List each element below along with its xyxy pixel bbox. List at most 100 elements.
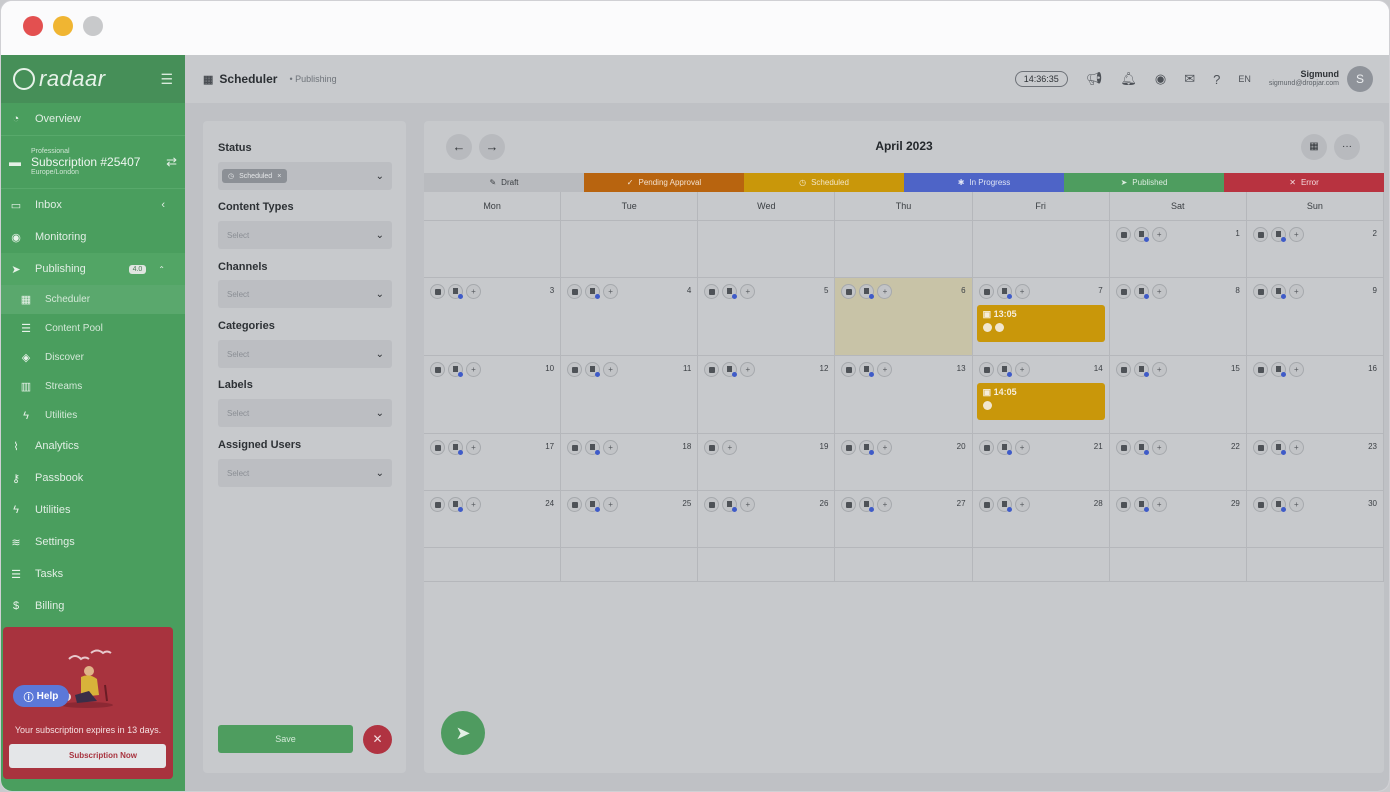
scheduled-post[interactable]: ▣ 13:05 <box>976 305 1105 342</box>
eye-icon[interactable]: ◉ <box>1154 71 1167 86</box>
channels-select[interactable]: Select ⌄ <box>218 280 392 308</box>
flag-icon[interactable] <box>585 497 601 512</box>
sidebar-item-settings[interactable]: ≋ Settings <box>1 526 185 558</box>
copy-posts-icon[interactable] <box>704 440 720 455</box>
day-cell[interactable]: +1 <box>1110 221 1247 277</box>
day-cell[interactable]: +6 <box>835 278 973 355</box>
day-cell[interactable]: +14 ▣ 14:05 <box>973 356 1110 433</box>
add-post-icon[interactable]: + <box>466 440 481 455</box>
add-post-icon[interactable]: + <box>1288 497 1304 512</box>
legend-error[interactable]: ✕ Error <box>1224 173 1384 192</box>
legend-scheduled[interactable]: ◷ Scheduled <box>744 173 904 192</box>
copy-posts-icon[interactable] <box>1115 284 1131 299</box>
bell-icon[interactable]: 🔔︎ <box>1120 71 1137 86</box>
day-cell[interactable]: +29 <box>1110 491 1247 547</box>
flag-icon[interactable] <box>996 440 1012 455</box>
copy-posts-icon[interactable] <box>704 497 720 512</box>
help-button[interactable]: ⓘ Help <box>13 685 69 707</box>
copy-posts-icon[interactable] <box>567 362 583 377</box>
megaphone-icon[interactable]: 📢︎ <box>1085 71 1103 86</box>
prev-month-button[interactable]: ← <box>446 134 472 160</box>
add-post-icon[interactable]: + <box>603 362 619 377</box>
day-cell[interactable]: +2 <box>1247 221 1384 277</box>
flag-icon[interactable] <box>1133 362 1149 377</box>
save-button[interactable]: Save <box>218 725 353 753</box>
next-month-button[interactable]: → <box>479 134 505 160</box>
day-cell[interactable]: +18 <box>561 434 699 490</box>
status-chip[interactable]: ◷ Scheduled × <box>222 169 288 183</box>
day-cell[interactable]: +22 <box>1110 434 1247 490</box>
sidebar-item-streams[interactable]: ▥ Streams <box>1 372 185 401</box>
day-cell[interactable]: +26 <box>698 491 836 547</box>
copy-posts-icon[interactable] <box>430 497 445 512</box>
day-cell[interactable]: +16 <box>1247 356 1384 433</box>
copy-posts-icon[interactable] <box>978 284 994 299</box>
add-post-icon[interactable]: + <box>740 497 756 512</box>
day-cell[interactable]: +25 <box>561 491 699 547</box>
add-post-icon[interactable]: + <box>603 440 619 455</box>
flag-icon[interactable] <box>1133 227 1149 242</box>
add-post-icon[interactable]: + <box>1288 362 1304 377</box>
categories-select[interactable]: Select ⌄ <box>218 340 392 368</box>
sidebar-item-discover[interactable]: ◈ Discover <box>1 343 185 372</box>
day-cell[interactable]: +10 <box>424 356 562 433</box>
day-cell[interactable]: +7 ▣ 13:05 <box>973 278 1110 355</box>
user-info[interactable]: Sigmund sigmund@dropjar.com <box>1269 69 1339 88</box>
copy-posts-icon[interactable] <box>430 284 445 299</box>
copy-posts-icon[interactable] <box>567 440 583 455</box>
swap-icon[interactable]: ⇄ <box>166 154 177 169</box>
add-post-icon[interactable]: + <box>466 497 481 512</box>
legend-in-progress[interactable]: ✱ In Progress <box>904 173 1064 192</box>
copy-posts-icon[interactable] <box>1115 497 1131 512</box>
minimize-window-button[interactable] <box>53 16 73 36</box>
chip-remove-icon[interactable]: × <box>277 172 282 180</box>
sidebar-item-publishing[interactable]: ➤ Publishing 4.0 ⌃ <box>1 253 185 285</box>
legend-pending-approval[interactable]: ✓ Pending Approval <box>584 173 744 192</box>
mail-icon[interactable]: ✉ <box>1184 71 1196 86</box>
add-post-icon[interactable]: + <box>1151 362 1167 377</box>
copy-posts-icon[interactable] <box>841 362 857 377</box>
flag-icon[interactable] <box>996 497 1012 512</box>
copy-posts-icon[interactable] <box>841 284 857 299</box>
copy-posts-icon[interactable] <box>978 440 994 455</box>
add-post-icon[interactable]: + <box>1151 497 1167 512</box>
sidebar-item-utilities[interactable]: ϟ Utilities <box>1 494 185 526</box>
legend-published[interactable]: ➤ Published <box>1064 173 1224 192</box>
flag-icon[interactable] <box>448 440 463 455</box>
flag-icon[interactable] <box>448 497 463 512</box>
day-cell[interactable]: +27 <box>835 491 973 547</box>
flag-icon[interactable] <box>1270 227 1286 242</box>
scheduled-post[interactable]: ▣ 14:05 <box>976 383 1105 420</box>
flag-icon[interactable] <box>996 284 1012 299</box>
copy-posts-icon[interactable] <box>1115 362 1131 377</box>
compose-post-button[interactable]: ➤ <box>441 711 485 755</box>
add-post-icon[interactable]: + <box>740 284 756 299</box>
language-selector[interactable]: EN <box>1238 74 1251 84</box>
flag-icon[interactable] <box>859 284 875 299</box>
maximize-window-button[interactable] <box>83 16 103 36</box>
copy-posts-icon[interactable] <box>1252 497 1268 512</box>
day-cell[interactable]: +11 <box>561 356 699 433</box>
day-cell[interactable]: +13 <box>835 356 973 433</box>
add-post-icon[interactable]: + <box>603 497 619 512</box>
breadcrumb[interactable]: • Publishing <box>289 74 337 84</box>
day-cell[interactable]: +3 <box>424 278 562 355</box>
add-post-icon[interactable]: + <box>877 284 893 299</box>
day-cell[interactable]: +9 <box>1247 278 1384 355</box>
flag-icon[interactable] <box>859 362 875 377</box>
labels-select[interactable]: Select ⌄ <box>218 399 392 427</box>
copy-posts-icon[interactable] <box>1252 284 1268 299</box>
flag-icon[interactable] <box>722 497 738 512</box>
day-cell[interactable]: +20 <box>835 434 973 490</box>
more-options-button[interactable]: ··· <box>1334 134 1360 160</box>
day-cell[interactable]: +15 <box>1110 356 1247 433</box>
flag-icon[interactable] <box>1270 284 1286 299</box>
close-window-button[interactable] <box>23 16 43 36</box>
flag-icon[interactable] <box>585 362 601 377</box>
add-post-icon[interactable]: + <box>722 440 738 455</box>
day-cell[interactable]: +8 <box>1110 278 1247 355</box>
copy-posts-icon[interactable] <box>841 497 857 512</box>
logo[interactable]: radaar <box>13 66 106 92</box>
sidebar-item-scheduler[interactable]: ▦ Scheduler <box>1 285 185 314</box>
menu-toggle-icon[interactable]: ☰ <box>160 70 173 87</box>
